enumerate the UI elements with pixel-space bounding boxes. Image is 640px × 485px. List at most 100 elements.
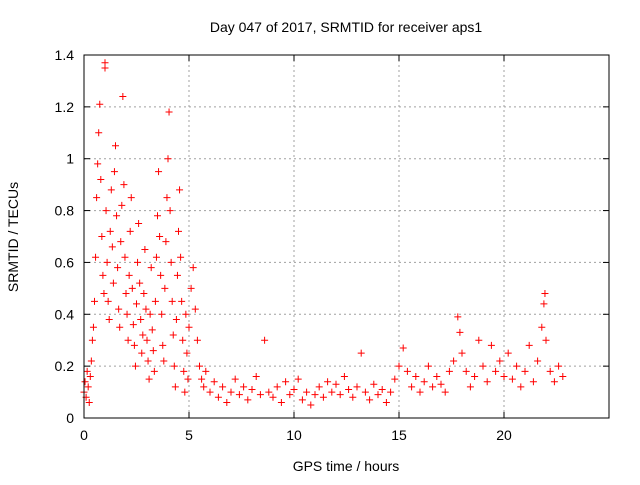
data-point (167, 258, 175, 266)
data-point (286, 391, 294, 399)
data-point (138, 349, 146, 357)
data-point (88, 336, 96, 344)
data-point (95, 129, 103, 137)
data-point (541, 290, 549, 298)
data-point (81, 378, 89, 386)
data-point (504, 349, 512, 357)
data-point (127, 194, 135, 202)
data-point (173, 271, 181, 279)
data-point (130, 341, 138, 349)
data-point (391, 375, 399, 383)
data-point (118, 201, 126, 209)
data-point (420, 378, 428, 386)
data-point (89, 323, 97, 331)
data-point (319, 393, 327, 401)
data-point (450, 357, 458, 365)
data-point (429, 383, 437, 391)
data-point (219, 383, 227, 391)
data-point (110, 168, 118, 176)
data-point (483, 378, 491, 386)
ticks-layer: 0 5 10 15 20 0 0.2 0.4 0.6 0.8 1 1.2 1.4 (55, 47, 609, 443)
data-point (170, 362, 178, 370)
data-point (140, 290, 148, 298)
data-point (403, 367, 411, 375)
data-point (336, 391, 344, 399)
data-point (206, 388, 214, 396)
data-point (139, 331, 147, 339)
data-point (492, 367, 500, 375)
x-tick-label: 0 (80, 427, 88, 443)
plot-frame (83, 54, 610, 419)
x-tick-label: 15 (391, 427, 407, 443)
data-point (202, 367, 210, 375)
data-point (185, 323, 193, 331)
data-point (445, 367, 453, 375)
data-point (107, 186, 115, 194)
data-point (115, 305, 123, 313)
data-point (181, 388, 189, 396)
data-point (462, 367, 470, 375)
data-point (106, 227, 114, 235)
data-point (162, 238, 170, 246)
data-point (97, 175, 105, 183)
data-point (366, 396, 374, 404)
data-point (98, 233, 106, 240)
data-point (265, 388, 273, 396)
x-tick-label: 10 (286, 427, 302, 443)
data-point (152, 253, 160, 261)
data-point (100, 290, 108, 298)
data-point (198, 375, 206, 383)
y-tick-label: 1 (66, 151, 74, 167)
data-point (156, 233, 164, 240)
data-point (94, 160, 102, 168)
data-point (112, 142, 119, 150)
data-point (471, 373, 479, 381)
data-point (378, 385, 386, 393)
data-point (370, 380, 378, 388)
data-point (395, 362, 403, 370)
data-point (150, 367, 158, 375)
data-point (269, 393, 277, 401)
data-point (315, 383, 323, 391)
data-point (131, 362, 139, 370)
data-point (179, 336, 187, 344)
data-point (227, 388, 235, 396)
data-point (542, 336, 550, 344)
data-point (103, 258, 111, 266)
data-point (121, 253, 129, 261)
data-point (332, 380, 340, 388)
data-point (160, 357, 168, 365)
data-point (182, 310, 190, 318)
data-point (223, 398, 231, 406)
data-point (113, 212, 121, 220)
y-tick-label: 0.8 (55, 203, 75, 219)
data-point (538, 323, 546, 331)
data-point (120, 181, 128, 189)
data-point (114, 264, 122, 272)
data-point (513, 362, 521, 370)
data-point (466, 383, 474, 391)
data-point (85, 398, 93, 406)
data-point (134, 258, 142, 266)
grid-layer (84, 55, 609, 418)
data-point (180, 367, 188, 375)
data-point (164, 155, 172, 163)
data-point (105, 315, 113, 323)
data-point (550, 378, 558, 386)
data-point (147, 264, 155, 272)
data-point (454, 313, 462, 321)
data-point (345, 385, 353, 393)
data-point (155, 168, 163, 176)
data-point (169, 331, 177, 339)
data-point (525, 341, 533, 349)
data-point (129, 321, 137, 329)
data-point (382, 398, 390, 406)
y-tick-label: 1.2 (55, 99, 75, 115)
x-tick-label: 5 (185, 427, 193, 443)
data-point (240, 383, 248, 391)
data-point (158, 310, 166, 318)
data-point (324, 378, 332, 386)
data-point (172, 315, 180, 323)
y-tick-label: 0.4 (55, 306, 75, 322)
data-point (143, 336, 151, 344)
